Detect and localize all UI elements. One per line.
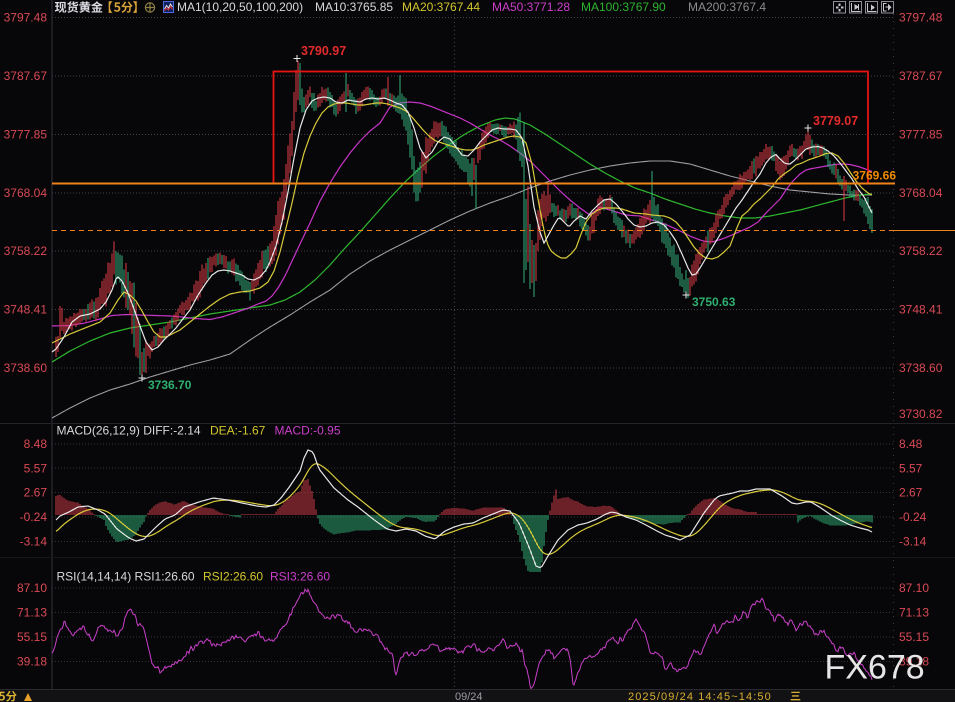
svg-text:3787.67: 3787.67 <box>899 69 943 83</box>
svg-text:2.67: 2.67 <box>24 486 48 500</box>
svg-text:-0.24: -0.24 <box>20 510 48 524</box>
svg-text:3738.60: 3738.60 <box>4 361 48 375</box>
svg-text:3750.63: 3750.63 <box>692 295 736 309</box>
svg-text:5.57: 5.57 <box>24 461 48 475</box>
svg-text:MA100:3767.90: MA100:3767.90 <box>581 0 666 14</box>
svg-text:3797.48: 3797.48 <box>4 11 48 25</box>
svg-text:MA1(10,20,50,100,200): MA1(10,20,50,100,200) <box>177 0 303 14</box>
svg-text:MA50:3771.28: MA50:3771.28 <box>492 0 570 14</box>
svg-text:3769.66: 3769.66 <box>853 169 897 183</box>
svg-text:MA10:3765.85: MA10:3765.85 <box>315 0 393 14</box>
svg-text:3779.07: 3779.07 <box>813 114 858 128</box>
svg-text:39.18: 39.18 <box>17 655 47 669</box>
svg-text:MACD(26,12,9) DIFF:-2.14: MACD(26,12,9) DIFF:-2.14 <box>57 424 201 438</box>
svg-text:3777.85: 3777.85 <box>899 127 943 141</box>
svg-text:3768.04: 3768.04 <box>4 186 48 200</box>
svg-text:-3.14: -3.14 <box>20 535 48 549</box>
svg-text:5.57: 5.57 <box>899 461 923 475</box>
svg-text:3790.97: 3790.97 <box>301 44 346 58</box>
svg-text:3787.67: 3787.67 <box>4 69 48 83</box>
svg-text:09/24: 09/24 <box>455 691 483 702</box>
svg-text:3748.41: 3748.41 <box>899 303 943 317</box>
svg-text:87.10: 87.10 <box>17 581 47 595</box>
svg-text:3758.22: 3758.22 <box>4 244 48 258</box>
svg-text:3730.82: 3730.82 <box>899 407 943 421</box>
svg-text:MACD:-0.95: MACD:-0.95 <box>275 424 341 438</box>
svg-text:RSI(14,14,14) RSI1:26.60: RSI(14,14,14) RSI1:26.60 <box>57 570 195 584</box>
svg-text:3777.85: 3777.85 <box>4 127 48 141</box>
svg-text:3736.70: 3736.70 <box>148 378 192 392</box>
svg-text:RSI2:26.60: RSI2:26.60 <box>203 570 263 584</box>
svg-text:3748.41: 3748.41 <box>4 303 48 317</box>
svg-text:71.13: 71.13 <box>17 606 47 620</box>
svg-text:MA200:3767.4: MA200:3767.4 <box>688 0 766 14</box>
svg-text:55.15: 55.15 <box>899 630 929 644</box>
svg-text:RSI3:26.60: RSI3:26.60 <box>270 570 330 584</box>
svg-text:8.48: 8.48 <box>24 437 48 451</box>
svg-text:-0.24: -0.24 <box>899 510 927 524</box>
svg-text:87.10: 87.10 <box>899 581 929 595</box>
svg-text:FX678: FX678 <box>825 649 925 687</box>
svg-text:3768.04: 3768.04 <box>899 186 943 200</box>
svg-text:MA20:3767.44: MA20:3767.44 <box>402 0 480 14</box>
svg-text:DEA:-1.67: DEA:-1.67 <box>210 424 266 438</box>
svg-text:8.48: 8.48 <box>899 437 923 451</box>
svg-text:3797.48: 3797.48 <box>899 11 943 25</box>
svg-text:55.15: 55.15 <box>17 630 47 644</box>
svg-text:71.13: 71.13 <box>899 606 929 620</box>
svg-text:2.67: 2.67 <box>899 486 923 500</box>
svg-text:-3.14: -3.14 <box>899 535 927 549</box>
svg-text:39.18: 39.18 <box>899 655 929 669</box>
svg-text:3758.22: 3758.22 <box>899 244 943 258</box>
svg-text:2025/09/24 14:45~14:50: 2025/09/24 14:45~14:50 <box>628 691 772 702</box>
svg-text:3738.60: 3738.60 <box>899 361 943 375</box>
